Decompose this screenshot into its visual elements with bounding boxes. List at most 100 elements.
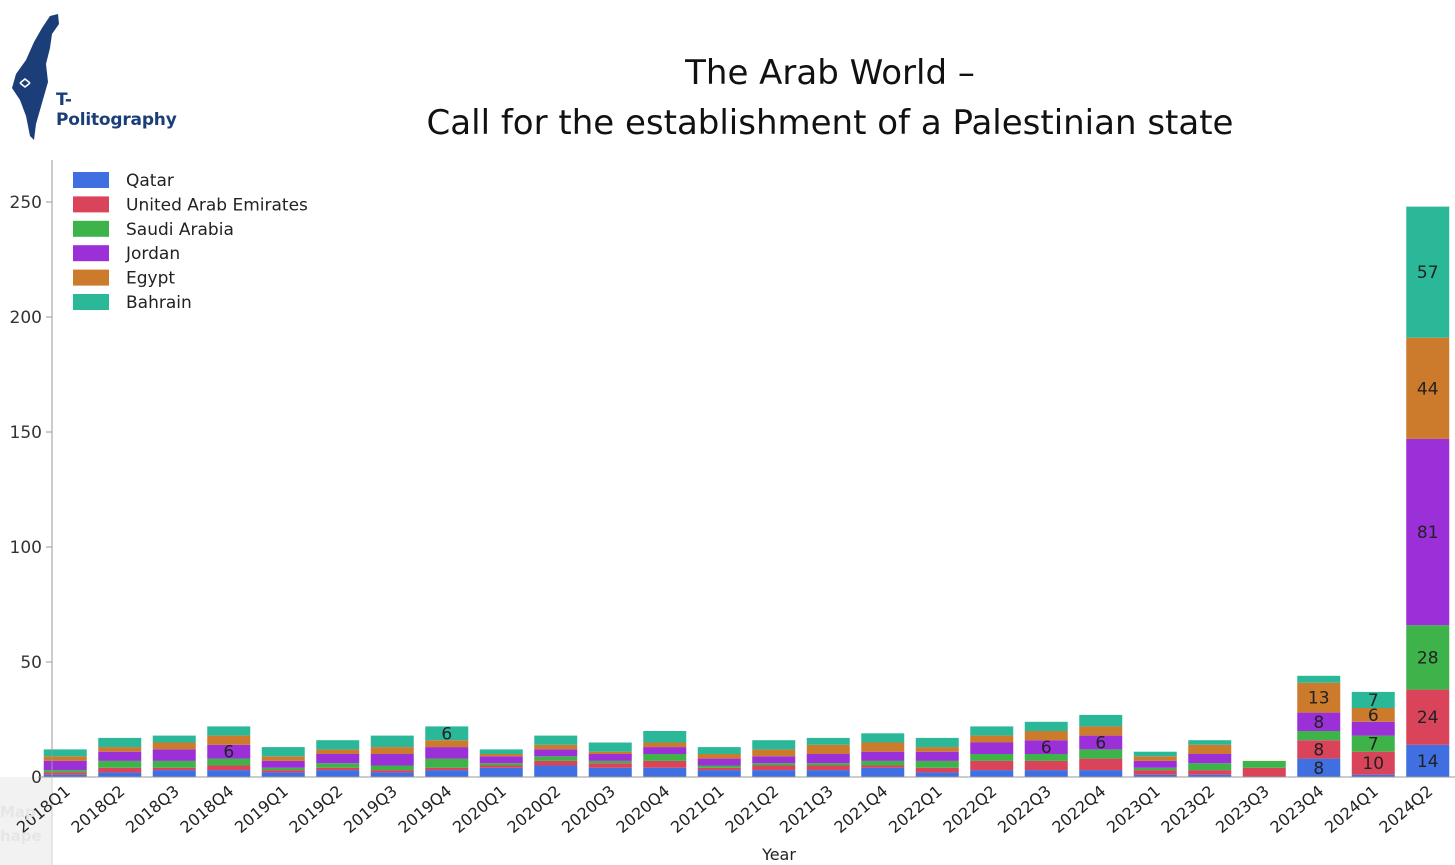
bar-2019Q2-qatar bbox=[316, 770, 360, 777]
bar-2021Q1-egypt bbox=[697, 754, 741, 759]
bar-2021Q3-qatar bbox=[806, 770, 850, 777]
bar-2023Q4-saudi-arabia bbox=[1297, 731, 1341, 741]
legend-swatch-jordan[interactable] bbox=[73, 245, 109, 262]
bar-2018Q3-saudi-arabia bbox=[152, 760, 196, 768]
bar-2019Q2-saudi-arabia bbox=[316, 763, 360, 768]
bar-2018Q4-saudi-arabia bbox=[207, 758, 251, 766]
data-label-2024Q2-united-arab-emirates: 24 bbox=[1417, 708, 1439, 728]
bar-2018Q2-egypt bbox=[98, 747, 142, 752]
bar-2018Q1-united-arab-emirates bbox=[43, 772, 87, 775]
bar-2024Q1-saudi-arabia bbox=[1351, 735, 1395, 752]
bar-2018Q1-egypt bbox=[43, 756, 87, 761]
legend-label-jordan[interactable]: Jordan bbox=[125, 244, 180, 264]
bar-2024Q1-bahrain bbox=[1351, 691, 1395, 708]
bar-2022Q2-qatar bbox=[970, 770, 1014, 777]
bar-2021Q4-united-arab-emirates bbox=[861, 765, 905, 768]
bar-2023Q1-bahrain bbox=[1133, 751, 1177, 757]
bar-2021Q1-qatar bbox=[697, 770, 741, 777]
logo: T-Politography bbox=[6, 12, 186, 147]
bar-2019Q4-united-arab-emirates bbox=[425, 767, 469, 771]
bar-2021Q2-jordan bbox=[752, 756, 796, 764]
bar-2022Q3-qatar bbox=[1024, 770, 1068, 777]
legend-label-united-arab-emirates[interactable]: United Arab Emirates bbox=[126, 195, 308, 215]
bar-2023Q1-qatar bbox=[1133, 774, 1177, 777]
bar-2018Q1-bahrain bbox=[43, 749, 87, 757]
bar-2018Q4-jordan bbox=[207, 744, 251, 759]
bar-2020Q4-jordan bbox=[643, 747, 687, 754]
bar-2021Q1-saudi-arabia bbox=[697, 765, 741, 768]
legend-label-egypt[interactable]: Egypt bbox=[126, 269, 175, 289]
data-label-2024Q1-bahrain: 7 bbox=[1368, 691, 1379, 711]
bar-2019Q4-jordan bbox=[425, 747, 469, 759]
bar-2019Q3-united-arab-emirates bbox=[370, 770, 414, 773]
legend-swatch-bahrain[interactable] bbox=[73, 294, 109, 310]
bar-2022Q4-egypt bbox=[1079, 726, 1123, 736]
bar-2021Q4-qatar bbox=[861, 767, 905, 777]
bar-2024Q2-bahrain bbox=[1406, 206, 1450, 338]
bar-2024Q2-qatar bbox=[1406, 744, 1450, 777]
bar-2022Q4-saudi-arabia bbox=[1079, 749, 1123, 759]
bar-2018Q1-saudi-arabia bbox=[43, 770, 87, 773]
bar-2022Q4-bahrain bbox=[1079, 714, 1123, 727]
bar-2023Q3-saudi-arabia bbox=[1242, 760, 1286, 768]
legend-swatch-saudi-arabia[interactable] bbox=[73, 220, 109, 237]
bar-2020Q2-jordan bbox=[534, 749, 578, 757]
data-label-2023Q4-jordan: 8 bbox=[1313, 713, 1324, 733]
legend[interactable]: Qatar United Arab Emirates Saudi Arabia Jor… bbox=[73, 171, 308, 313]
bar-2020Q3-united-arab-emirates bbox=[588, 763, 632, 768]
bar-2022Q2-saudi-arabia bbox=[970, 754, 1014, 761]
bar-2019Q2-jordan bbox=[316, 754, 360, 764]
bar-2019Q2-united-arab-emirates bbox=[316, 767, 360, 771]
bar-2024Q2-united-arab-emirates bbox=[1406, 689, 1450, 745]
legend-swatch-egypt[interactable] bbox=[73, 269, 109, 286]
bar-2019Q1-bahrain bbox=[261, 747, 305, 757]
legend-swatch-united-arab-emirates[interactable] bbox=[73, 196, 109, 213]
bar-2019Q1-egypt bbox=[261, 756, 305, 761]
data-label-2019Q4-bahrain: 6 bbox=[441, 724, 452, 744]
watermark-line-2: hape bbox=[0, 827, 42, 845]
bar-2021Q4-bahrain bbox=[861, 733, 905, 743]
legend-swatch-qatar[interactable] bbox=[73, 172, 109, 188]
chart-title-line-1: The Arab World – bbox=[685, 53, 975, 93]
bar-2024Q1-united-arab-emirates bbox=[1351, 751, 1395, 775]
data-label-2023Q4-egypt: 13 bbox=[1308, 689, 1330, 709]
bar-2019Q4-qatar bbox=[425, 770, 469, 777]
bar-2023Q4-united-arab-emirates bbox=[1297, 740, 1341, 759]
bar-2023Q4-bahrain bbox=[1297, 675, 1341, 683]
bar-2019Q1-jordan bbox=[261, 760, 305, 768]
legend-label-saudi-arabia[interactable]: Saudi Arabia bbox=[126, 220, 234, 240]
bar-2018Q2-bahrain bbox=[98, 737, 142, 748]
bar-2024Q1-qatar bbox=[1351, 774, 1395, 777]
y-tick-label-50: 50 bbox=[20, 653, 42, 673]
bar-2024Q2-saudi-arabia bbox=[1406, 625, 1450, 690]
bar-2021Q1-united-arab-emirates bbox=[697, 767, 741, 771]
bar-2020Q3-saudi-arabia bbox=[588, 760, 632, 764]
legend-label-qatar[interactable]: Qatar bbox=[126, 171, 174, 191]
bar-2022Q2-bahrain bbox=[970, 726, 1014, 736]
bar-2020Q4-bahrain bbox=[643, 731, 687, 743]
bar-2021Q2-bahrain bbox=[752, 740, 796, 750]
bar-2023Q3-united-arab-emirates bbox=[1242, 767, 1286, 777]
bar-2019Q4-bahrain bbox=[425, 726, 469, 741]
bar-2022Q1-bahrain bbox=[915, 737, 959, 748]
data-label-2024Q2-saudi-arabia: 28 bbox=[1417, 648, 1439, 668]
bar-2020Q3-egypt bbox=[588, 751, 632, 754]
bar-2020Q3-jordan bbox=[588, 754, 632, 761]
bar-2024Q1-jordan bbox=[1351, 721, 1395, 736]
bar-2020Q2-egypt bbox=[534, 744, 578, 750]
bar-2022Q1-united-arab-emirates bbox=[915, 767, 959, 773]
bar-2020Q1-egypt bbox=[479, 754, 523, 757]
bar-2019Q3-saudi-arabia bbox=[370, 765, 414, 771]
bar-2020Q1-united-arab-emirates bbox=[479, 765, 523, 768]
data-label-2024Q1-egypt: 6 bbox=[1368, 706, 1379, 726]
bar-2018Q2-jordan bbox=[98, 751, 142, 761]
legend-label-bahrain[interactable]: Bahrain bbox=[126, 293, 192, 313]
corner-panel bbox=[0, 777, 52, 865]
bar-2021Q3-egypt bbox=[806, 744, 850, 754]
bar-2023Q1-saudi-arabia bbox=[1133, 767, 1177, 771]
bar-2023Q1-united-arab-emirates bbox=[1133, 770, 1177, 775]
bar-2023Q4-jordan bbox=[1297, 712, 1341, 731]
bar-2018Q2-saudi-arabia bbox=[98, 760, 142, 768]
